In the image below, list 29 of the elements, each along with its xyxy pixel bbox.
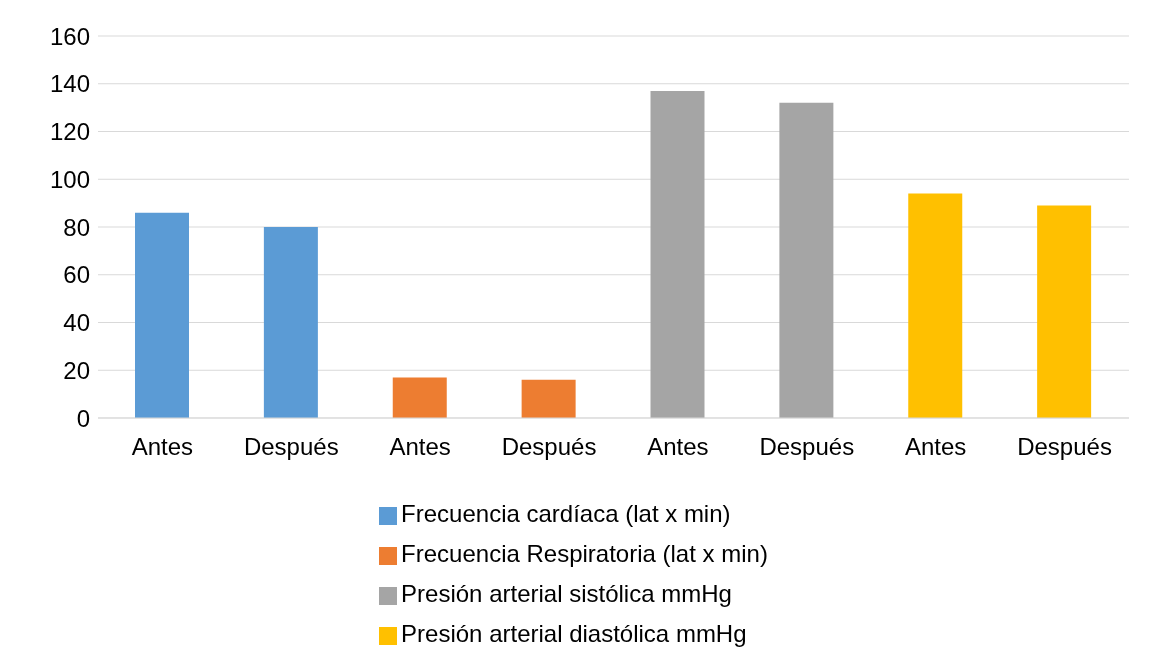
bar — [779, 102, 834, 418]
x-tick-label: Antes — [131, 433, 194, 461]
x-tick-label: Después — [501, 433, 597, 461]
y-tick-label: 140 — [49, 70, 90, 98]
y-tick-label: 60 — [63, 261, 90, 289]
y-tick-label: 120 — [49, 118, 90, 146]
bar — [135, 212, 189, 418]
bar — [650, 90, 705, 418]
x-tick-label: Antes — [389, 433, 451, 461]
legend-label: Presión arterial sistólica mmHg — [401, 580, 732, 607]
y-tick-label: 20 — [63, 356, 90, 384]
bar — [263, 227, 318, 418]
bar — [1037, 205, 1092, 418]
x-tick-label: Después — [1017, 433, 1112, 461]
legend-label: Presión arterial diastólica mmHg — [401, 620, 747, 647]
y-tick-label: 100 — [49, 165, 90, 193]
x-tick-label: Antes — [647, 433, 709, 461]
x-tick-label: Antes — [905, 433, 967, 461]
y-tick-label: 160 — [49, 22, 90, 50]
legend-label: Frecuencia cardíaca (lat x min) — [401, 500, 731, 527]
legend-label: Frecuencia Respiratoria (lat x min) — [401, 540, 768, 567]
bar — [392, 377, 447, 418]
y-tick-label: 40 — [63, 309, 90, 337]
x-tick-label: Después — [759, 433, 855, 461]
y-tick-label: 0 — [76, 404, 90, 432]
x-tick-label: Después — [243, 433, 339, 461]
bar — [521, 379, 576, 418]
bar — [908, 193, 963, 418]
y-tick-label: 80 — [63, 213, 90, 241]
